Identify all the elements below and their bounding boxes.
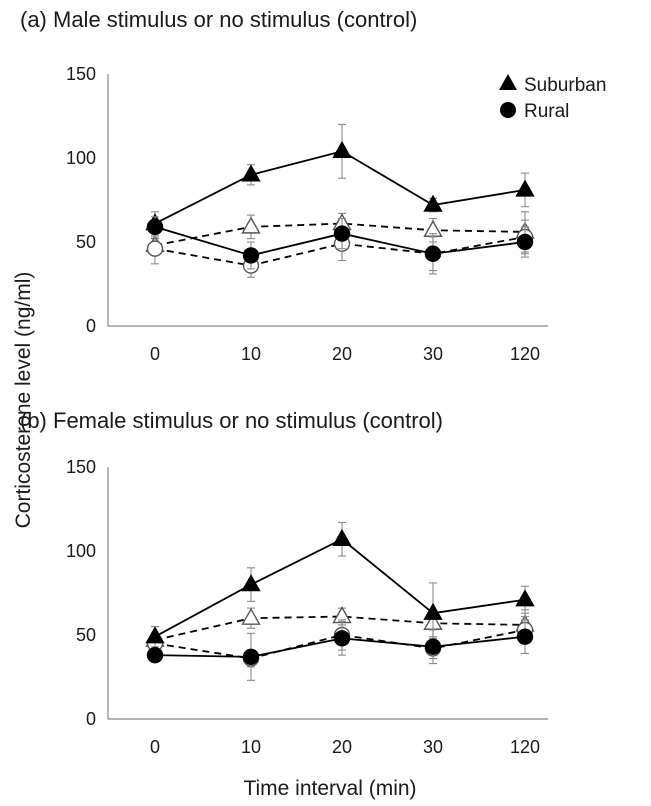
data-point-filled-triangle <box>332 528 352 546</box>
data-point-open-triangle <box>241 607 261 625</box>
data-point-filled-triangle <box>423 194 443 212</box>
x-tick-label: 20 <box>332 344 352 364</box>
data-point-filled-triangle <box>145 626 165 644</box>
data-point-filled-circle <box>424 245 442 262</box>
chart-title: (b) Female stimulus or no stimulus (cont… <box>20 408 443 433</box>
series-line <box>154 629 526 660</box>
y-tick-label: 0 <box>86 709 96 729</box>
y-tick-label: 100 <box>66 148 96 168</box>
x-tick-label: 30 <box>423 344 443 364</box>
data-point-open-triangle <box>241 216 261 234</box>
x-axis-title: Time interval (min) <box>243 777 416 800</box>
data-point-filled-triangle <box>423 602 443 620</box>
y-tick-label: 150 <box>66 64 96 84</box>
data-point-filled-circle <box>516 233 534 251</box>
data-point-filled-triangle <box>241 574 261 592</box>
x-tick-label: 120 <box>510 344 540 364</box>
series-line <box>154 236 526 267</box>
data-point-filled-circle <box>242 247 260 264</box>
legend-circle-icon <box>500 102 516 118</box>
data-point-filled-circle <box>424 638 442 655</box>
y-tick-label: 50 <box>76 625 96 645</box>
x-tick-label: 20 <box>332 737 352 757</box>
series-line <box>154 150 526 225</box>
data-point-filled-triangle <box>515 589 535 607</box>
panel-a: (a) Male stimulus or no stimulus (contro… <box>20 7 606 364</box>
series-filled-triangle <box>145 521 535 648</box>
y-tick-label: 50 <box>76 232 96 252</box>
data-point-filled-circle <box>146 646 164 664</box>
series-line <box>154 222 526 247</box>
series-filled-circle <box>146 216 534 272</box>
y-tick-label: 0 <box>86 316 96 336</box>
data-point-filled-circle <box>146 218 164 236</box>
legend-label: Rural <box>524 101 569 122</box>
y-tick-label: 100 <box>66 541 96 561</box>
data-point-filled-triangle <box>241 164 261 182</box>
panel-b: (b) Female stimulus or no stimulus (cont… <box>20 408 548 757</box>
x-tick-label: 0 <box>150 344 160 364</box>
data-point-filled-triangle <box>332 140 352 158</box>
data-point-filled-circle <box>333 630 351 647</box>
x-tick-label: 0 <box>150 737 160 757</box>
legend: Suburban Rural <box>499 74 606 122</box>
x-tick-label: 30 <box>423 737 443 757</box>
x-tick-label: 120 <box>510 737 540 757</box>
legend-label: Suburban <box>524 75 606 96</box>
data-point-filled-circle <box>333 225 351 242</box>
series-line <box>154 615 526 641</box>
legend-triangle-icon <box>499 74 517 90</box>
x-tick-label: 10 <box>241 344 261 364</box>
x-tick-label: 10 <box>241 737 261 757</box>
data-point-filled-circle <box>242 648 260 666</box>
y-tick-label: 150 <box>66 457 96 477</box>
data-point-open-circle <box>146 240 164 257</box>
series-filled-circle <box>146 619 534 681</box>
y-axis-title: Corticosterone level (ng/ml) <box>12 272 35 529</box>
data-point-filled-circle <box>516 628 534 645</box>
data-point-filled-triangle <box>515 179 535 197</box>
chart-title: (a) Male stimulus or no stimulus (contro… <box>20 7 417 32</box>
